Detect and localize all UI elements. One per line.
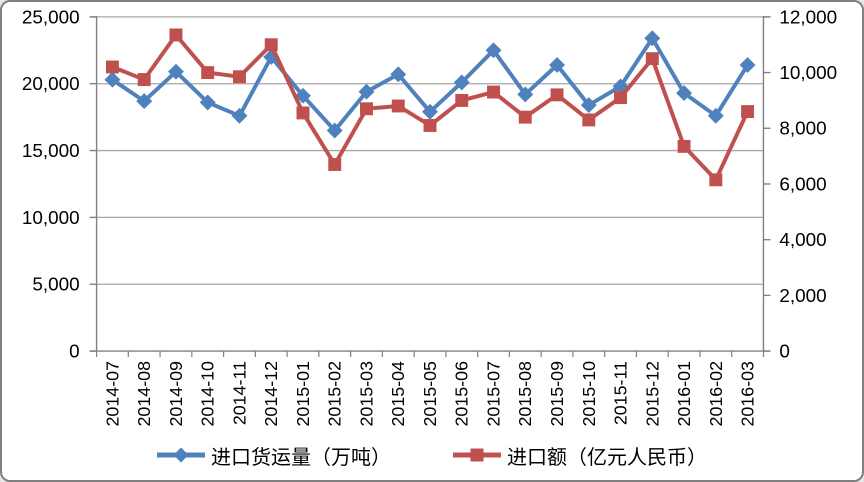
y-axis-left-label: 10,000: [22, 207, 80, 228]
data-point-import-value-2014-07: [105, 60, 119, 74]
data-point-import-value-2015-03: [360, 102, 373, 116]
x-axis-label: 2015-11: [610, 361, 630, 425]
data-point-import-volume-2014-09: [167, 63, 184, 80]
data-point-import-value-2014-10: [201, 66, 215, 80]
legend-line-square-icon: [453, 448, 501, 462]
chart-legend: 进口货运量（万吨） 进口额（亿元人民币）: [2, 438, 862, 472]
x-axis-label: 2014-11: [229, 361, 249, 425]
data-point-import-volume-2014-07: [104, 71, 121, 88]
data-point-import-value-2015-02: [328, 158, 342, 171]
data-point-import-value-2015-08: [518, 110, 532, 124]
data-point-import-volume-2015-08: [517, 86, 534, 103]
data-point-import-volume-2015-12: [644, 30, 661, 47]
data-point-import-volume-2015-03: [358, 83, 375, 100]
data-point-import-value-2015-01: [296, 106, 310, 120]
x-axis-label: 2016-02: [706, 361, 726, 427]
x-axis-label: 2015-02: [325, 361, 345, 427]
y-axis-right-label: 8,000: [779, 118, 826, 139]
x-axis-label: 2015-07: [483, 361, 503, 427]
legend-item-import-value: 进口额（亿元人民币）: [453, 441, 707, 470]
y-axis-left-label: 5,000: [32, 274, 79, 295]
x-axis-label: 2015-03: [356, 361, 376, 427]
x-axis-label: 2016-01: [674, 361, 694, 427]
data-point-import-value-2015-09: [550, 88, 564, 102]
y-axis-left-label: 15,000: [22, 140, 80, 161]
legend-item-label: 进口额（亿元人民币）: [507, 446, 707, 469]
x-axis-label: 2015-06: [452, 361, 472, 427]
y-axis-right-label: 10,000: [779, 62, 837, 83]
y-axis-right-label: 6,000: [779, 173, 826, 194]
data-point-import-volume-2014-11: [231, 107, 248, 124]
data-point-import-value-2015-06: [455, 93, 469, 107]
data-point-import-volume-2016-01: [676, 85, 693, 102]
legend-item-label: 进口货运量（万吨）: [211, 446, 391, 469]
x-axis-label: 2015-01: [293, 361, 313, 427]
x-axis-label: 2015-08: [515, 361, 535, 427]
data-point-import-value-2015-07: [487, 85, 500, 99]
data-point-import-value-2016-03: [741, 105, 755, 119]
legend-line-diamond-icon: [157, 447, 205, 463]
data-point-import-value-2015-10: [582, 113, 596, 127]
data-point-import-volume-2014-08: [136, 93, 153, 110]
x-axis-label: 2016-03: [738, 361, 758, 427]
data-point-import-value-2014-09: [169, 28, 183, 42]
data-point-import-value-2014-11: [232, 70, 246, 84]
y-axis-right-label: 4,000: [779, 229, 826, 250]
y-axis-right-label: 12,000: [779, 6, 837, 27]
data-point-import-volume-2016-02: [707, 107, 724, 124]
x-axis-label: 2015-12: [642, 361, 662, 427]
x-axis-label: 2015-05: [420, 361, 440, 427]
series-import-volume: [104, 30, 756, 139]
y-axis-left-label: 20,000: [22, 73, 80, 94]
x-axis-label: 2014-10: [198, 361, 218, 427]
data-point-import-value-2015-11: [614, 91, 628, 105]
x-axis-label: 2015-04: [388, 361, 408, 427]
y-axis-right-label: 2,000: [779, 285, 826, 306]
y-axis-left-label: 0: [69, 341, 80, 362]
data-point-import-value-2014-12: [264, 38, 278, 52]
data-point-import-value-2016-01: [677, 139, 691, 153]
legend-item-import-volume: 进口货运量（万吨）: [157, 441, 391, 470]
x-axis-label: 2014-08: [134, 361, 154, 427]
x-axis-label: 2015-10: [579, 361, 599, 427]
data-point-import-value-2015-05: [423, 119, 437, 132]
series-import-value: [105, 28, 755, 187]
x-axis-label: 2014-07: [102, 361, 122, 427]
y-axis-left-label: 25,000: [22, 6, 80, 27]
data-point-import-volume-2015-04: [390, 66, 407, 83]
x-axis-label: 2014-09: [166, 361, 186, 427]
y-axis-right-label: 0: [779, 341, 790, 362]
data-point-import-value-2016-02: [709, 173, 723, 187]
data-point-import-value-2014-08: [137, 73, 151, 86]
data-point-import-volume-2015-06: [453, 74, 470, 91]
x-axis-label: 2015-09: [547, 361, 567, 427]
data-point-import-volume-2015-02: [326, 122, 343, 139]
data-point-import-value-2015-12: [645, 52, 659, 66]
x-axis-label: 2014-12: [261, 361, 281, 427]
data-point-import-value-2015-04: [391, 99, 405, 113]
data-point-import-volume-2015-05: [422, 103, 438, 120]
